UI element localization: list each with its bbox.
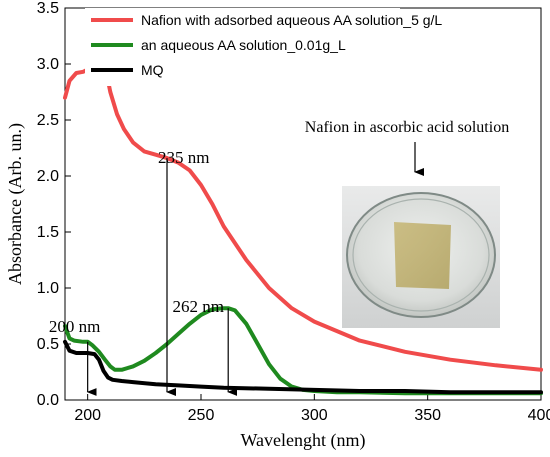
x-tick-label: 350 — [414, 407, 441, 424]
series-line-3 — [63, 339, 543, 395]
inset-caption: Nafion in ascorbic acid solution — [305, 119, 509, 136]
annotation-label: 200 nm — [49, 317, 100, 336]
legend-box — [85, 8, 400, 86]
y-tick-label: 2.0 — [37, 168, 59, 185]
axis-ticks: 200 250 300 350 400 0.0 0.5 1.0 1.5 2.0 2.5 3.0 3.5 — [37, 0, 550, 424]
annotation-label: 235 nm — [158, 148, 209, 167]
y-tick-label: 3.0 — [37, 56, 59, 73]
legend-entry: Nafion with adsorbed aqueous AA solution… — [141, 12, 442, 28]
y-tick-label: 0.5 — [37, 336, 59, 353]
inset-photo — [342, 186, 500, 328]
legend: Nafion with adsorbed aqueous AA solution… — [85, 8, 442, 86]
legend-entry: MQ — [141, 62, 164, 78]
annotation-layer: 235 nm 262 nm 200 nm — [49, 148, 238, 396]
annotation-label: 262 nm — [172, 297, 223, 316]
y-tick-label: 1.0 — [37, 280, 59, 297]
x-tick-label: 250 — [188, 407, 215, 424]
x-axis-title: Wavelenght (nm) — [240, 430, 365, 451]
y-tick-label: 3.5 — [37, 0, 59, 17]
y-axis-title: Absorbance (Arb. un.) — [5, 123, 26, 285]
x-tick-label: 400 — [528, 407, 550, 424]
x-tick-label: 200 — [74, 407, 101, 424]
x-tick-label: 300 — [301, 407, 328, 424]
legend-entry: an aqueous AA solution_0.01g_L — [141, 37, 346, 53]
y-tick-label: 2.5 — [37, 112, 59, 129]
y-tick-label: 0.0 — [37, 392, 59, 409]
y-tick-label: 1.5 — [37, 224, 59, 241]
